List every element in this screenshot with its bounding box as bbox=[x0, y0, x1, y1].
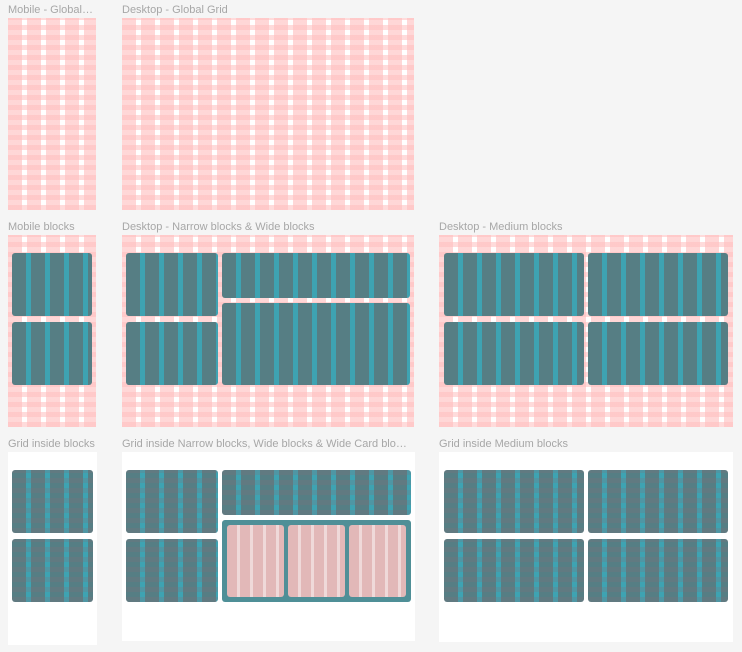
frame-label-grid-inside-medium[interactable]: Grid inside Medium blocks bbox=[439, 438, 568, 450]
desktop-narrow-wide-frame[interactable] bbox=[122, 235, 414, 427]
medium-block[interactable] bbox=[444, 253, 584, 316]
wide-block[interactable] bbox=[222, 253, 410, 298]
medium-block[interactable] bbox=[588, 253, 728, 316]
frame-label-desktop-narrow-wide[interactable]: Desktop - Narrow blocks & Wide blocks bbox=[122, 221, 315, 233]
frame-label-desktop-global-grid[interactable]: Desktop - Global Grid bbox=[122, 4, 228, 16]
narrow-block[interactable] bbox=[126, 470, 218, 533]
block[interactable] bbox=[12, 253, 92, 316]
mobile-global-grid-frame[interactable] bbox=[8, 18, 96, 210]
wide-card-block[interactable] bbox=[222, 520, 411, 602]
inner-card[interactable] bbox=[349, 525, 406, 597]
mobile-blocks-frame[interactable] bbox=[8, 235, 96, 427]
medium-block[interactable] bbox=[588, 539, 728, 602]
medium-block[interactable] bbox=[588, 322, 728, 385]
medium-block[interactable] bbox=[444, 470, 584, 533]
desktop-global-grid-frame[interactable] bbox=[122, 18, 414, 210]
wide-block[interactable] bbox=[222, 303, 410, 385]
wide-block[interactable] bbox=[222, 470, 411, 515]
grid-inside-narrow-wide-frame[interactable] bbox=[122, 452, 415, 641]
narrow-block[interactable] bbox=[126, 253, 218, 316]
frame-label-grid-inside-mobile[interactable]: Grid inside blocks bbox=[8, 438, 95, 450]
medium-block[interactable] bbox=[444, 539, 584, 602]
block[interactable] bbox=[12, 322, 92, 385]
frame-label-grid-inside-narrow-wide[interactable]: Grid inside Narrow blocks, Wide blocks &… bbox=[122, 438, 410, 450]
block[interactable] bbox=[12, 539, 93, 602]
grid-inside-mobile-frame[interactable] bbox=[8, 452, 97, 645]
frame-label-mobile-blocks[interactable]: Mobile blocks bbox=[8, 221, 75, 233]
narrow-block[interactable] bbox=[126, 539, 218, 602]
desktop-medium-frame[interactable] bbox=[439, 235, 733, 427]
inner-card[interactable] bbox=[288, 525, 345, 597]
medium-block[interactable] bbox=[444, 322, 584, 385]
frame-label-desktop-medium[interactable]: Desktop - Medium blocks bbox=[439, 221, 563, 233]
frame-label-mobile-global-grid[interactable]: Mobile - Global Grid bbox=[8, 4, 96, 16]
block[interactable] bbox=[12, 470, 93, 533]
medium-block[interactable] bbox=[588, 470, 728, 533]
narrow-block[interactable] bbox=[126, 322, 218, 385]
inner-card[interactable] bbox=[227, 525, 284, 597]
grid-inside-medium-frame[interactable] bbox=[439, 452, 733, 642]
